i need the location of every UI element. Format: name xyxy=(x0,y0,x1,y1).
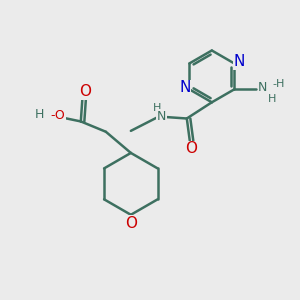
Text: -O: -O xyxy=(51,109,65,122)
Text: N: N xyxy=(157,110,166,123)
Text: O: O xyxy=(79,85,91,100)
Text: H: H xyxy=(268,94,276,104)
Text: N: N xyxy=(234,55,245,70)
Text: O: O xyxy=(125,215,137,230)
Text: O: O xyxy=(185,141,197,156)
Text: N: N xyxy=(179,80,191,95)
Text: H: H xyxy=(153,103,161,113)
Text: H: H xyxy=(35,108,44,121)
Text: N: N xyxy=(258,81,268,94)
Text: -H: -H xyxy=(273,79,285,89)
